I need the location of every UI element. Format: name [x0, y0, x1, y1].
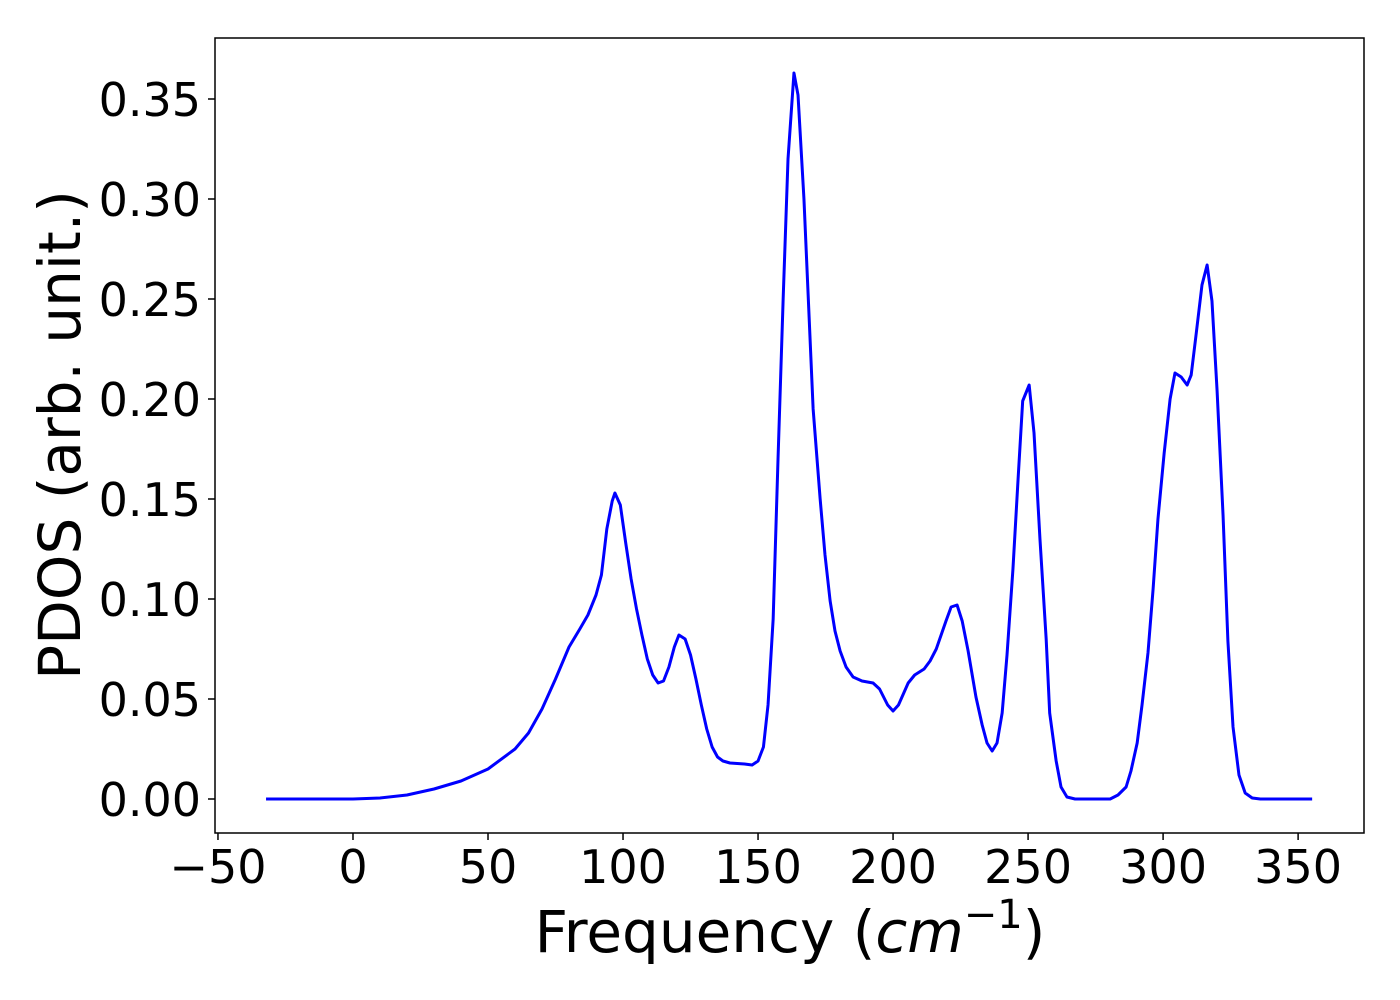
y-tick-label: 0.10 — [99, 573, 201, 627]
y-tick-label: 0.20 — [99, 373, 201, 427]
data-line — [266, 71, 1313, 801]
y-axis-label: PDOS (arb. unit.) — [26, 190, 94, 680]
x-tick-label: 100 — [579, 840, 667, 894]
x-axis-label-part: ) — [1023, 898, 1046, 966]
x-tick-label: 150 — [714, 840, 802, 894]
x-axis-label-part: −1 — [964, 892, 1023, 938]
y-tick-label: 0.25 — [99, 273, 201, 327]
y-tick-label: 0.05 — [99, 673, 201, 727]
x-tick-label: 300 — [1119, 840, 1207, 894]
x-axis-label-part: Frequency ( — [535, 898, 876, 966]
y-tick-label: 0.15 — [99, 473, 201, 527]
x-tick-label: 0 — [338, 840, 367, 894]
y-tick-label: 0.30 — [99, 173, 201, 227]
x-axis-label-part: cm — [875, 898, 963, 966]
x-tick-label: 350 — [1254, 840, 1342, 894]
x-tick-label: 50 — [459, 840, 518, 894]
x-tick-label: −50 — [169, 840, 266, 894]
x-tick-label: 250 — [984, 840, 1072, 894]
plot-frame — [214, 37, 1365, 834]
y-tick-label: 0.00 — [99, 773, 201, 827]
x-tick-label: 200 — [849, 840, 937, 894]
x-axis-label: Frequency (cm−1) — [535, 892, 1046, 966]
y-tick-label: 0.35 — [99, 73, 201, 127]
